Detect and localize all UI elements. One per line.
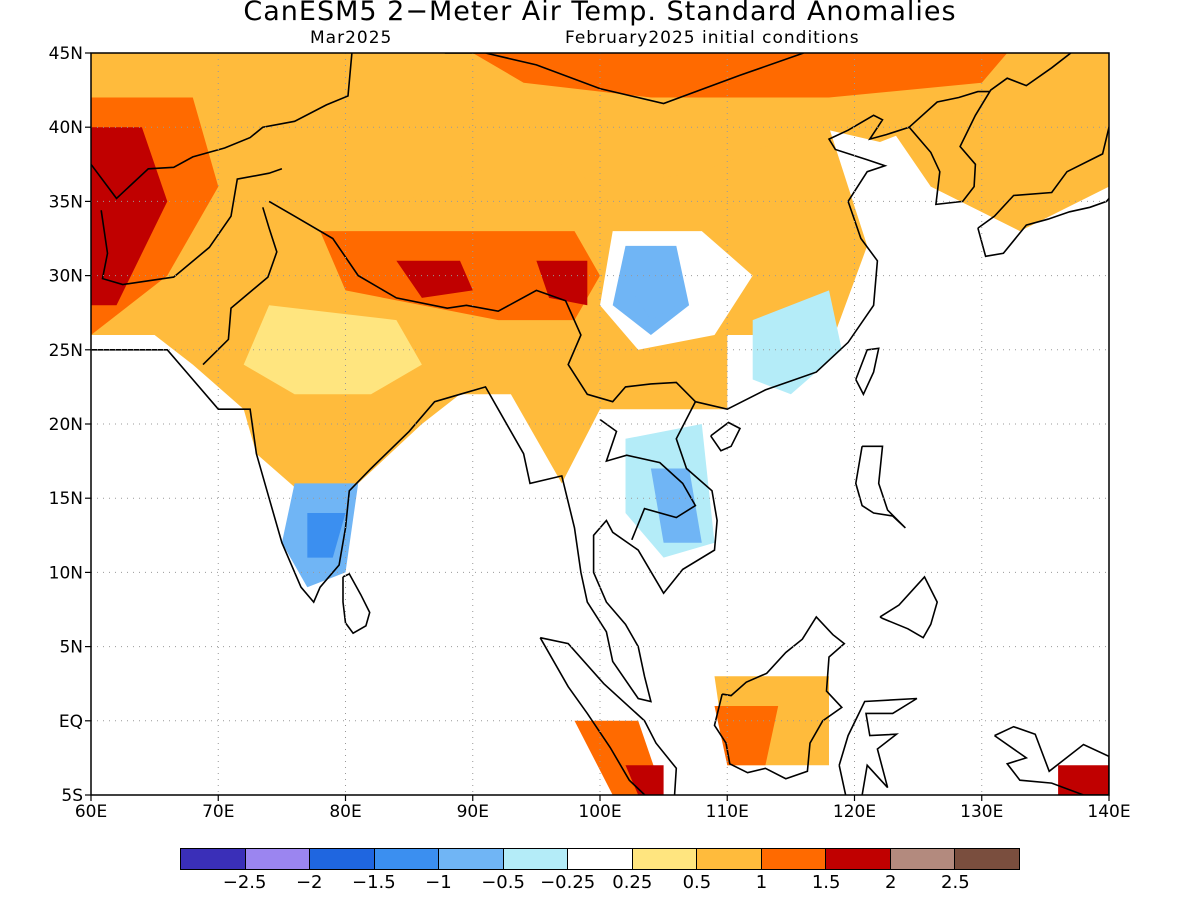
colorbar-label: 2 [885, 872, 897, 893]
coast-luzon [854, 445, 906, 529]
y-tick-label: 5S [61, 786, 83, 806]
coast-hainan [710, 421, 742, 452]
x-tick-label: 100E [578, 802, 621, 822]
colorbar-swatch [890, 849, 956, 869]
colorbar-label: −1 [425, 872, 452, 893]
colorbar-swatch [310, 849, 375, 869]
x-tick-label: 90E [457, 802, 489, 822]
coastlines [91, 53, 1109, 795]
warm-region-sumatra-core [625, 765, 664, 795]
y-tick-label: 20N [49, 415, 83, 435]
border-india-pakistan [202, 207, 278, 366]
colorbar-label: −0.25 [540, 872, 596, 893]
x-tick-label: 80E [329, 802, 361, 822]
x-tick-label: 60E [75, 802, 107, 822]
y-tick-label: EQ [59, 712, 83, 732]
forecast-month: Mar2025 [310, 28, 393, 48]
colorbar-label: 2.5 [941, 872, 970, 893]
colorbar-swatch [697, 849, 762, 869]
y-tick-label: 25N [49, 341, 83, 361]
colorbar-swatch [632, 849, 698, 869]
colorbar-label: 1 [755, 872, 768, 893]
colorbar-swatch [439, 849, 504, 869]
warm-region-new-guinea [1058, 765, 1109, 795]
y-tick-label: 45N [49, 44, 83, 64]
colorbar-swatch [374, 849, 440, 869]
y-tick-label: 15N [49, 489, 83, 509]
coast-new-guinea [994, 725, 1109, 795]
x-tick-label: 70E [202, 802, 234, 822]
cool-region-tamil-nadu [307, 513, 346, 558]
colorbar [180, 848, 1020, 870]
colorbar-swatch [568, 849, 633, 869]
coast-borneo [713, 615, 846, 780]
border-china-mongolia [444, 53, 804, 105]
warm-region-iran-core [91, 127, 168, 306]
coast-sumatra [539, 636, 678, 795]
colorbar-label: −0.5 [481, 872, 525, 893]
colorbar-swatch [181, 849, 246, 869]
colorbar-label: −2.5 [222, 872, 267, 893]
colorbar-label: −1.5 [351, 872, 396, 893]
y-tick-label: 35N [49, 192, 83, 212]
y-tick-label: 5N [59, 638, 83, 658]
anomaly-fill [91, 53, 1109, 795]
border-afghanistan [100, 168, 283, 286]
x-tick-label: 120E [833, 802, 876, 822]
map-title: CanESM5 2−Meter Air Temp. Standard Anoma… [243, 0, 957, 27]
coast-mindanao [879, 575, 939, 639]
coast-sulawesi [838, 697, 918, 795]
initial-conditions: February2025 initial conditions [565, 28, 860, 48]
colorbar-swatch [761, 849, 827, 869]
axis-ticks: 60E 70E 80E 90E 100E 110E 120E 130E 140E 5S EQ 5N 10… [49, 44, 1131, 822]
grid-lines [91, 53, 1109, 795]
colorbar-label: 0.25 [612, 872, 653, 893]
border-himalaya [268, 200, 696, 403]
y-tick-label: 10N [49, 563, 83, 583]
colorbar-label: −2 [295, 872, 323, 893]
border-central-asia [91, 53, 353, 200]
x-tick-label: 110E [706, 802, 749, 822]
colorbar-swatch [245, 849, 311, 869]
cool-region-yunnan [631, 260, 677, 321]
y-tick-label: 40N [49, 118, 83, 138]
colorbar-swatch [503, 849, 569, 869]
coast-sri-lanka [342, 572, 371, 635]
cool-region-vietnam [650, 468, 702, 543]
x-tick-label: 140E [1087, 802, 1130, 822]
warm-region-borneo-core [714, 706, 779, 766]
coast-japan [977, 126, 1109, 258]
y-tick-label: 30N [49, 267, 83, 287]
warm-region-tibet-core [396, 260, 473, 298]
colorbar-swatch [955, 849, 1019, 869]
x-tick-label: 130E [960, 802, 1003, 822]
mild-region-north-india [243, 305, 422, 395]
colorbar-label: 0.5 [682, 872, 712, 893]
coast-taiwan [855, 347, 880, 397]
border-china-korea [908, 90, 990, 128]
border-indochina [599, 418, 697, 541]
colorbar-swatch [826, 849, 891, 869]
colorbar-label: 1.5 [811, 872, 841, 893]
